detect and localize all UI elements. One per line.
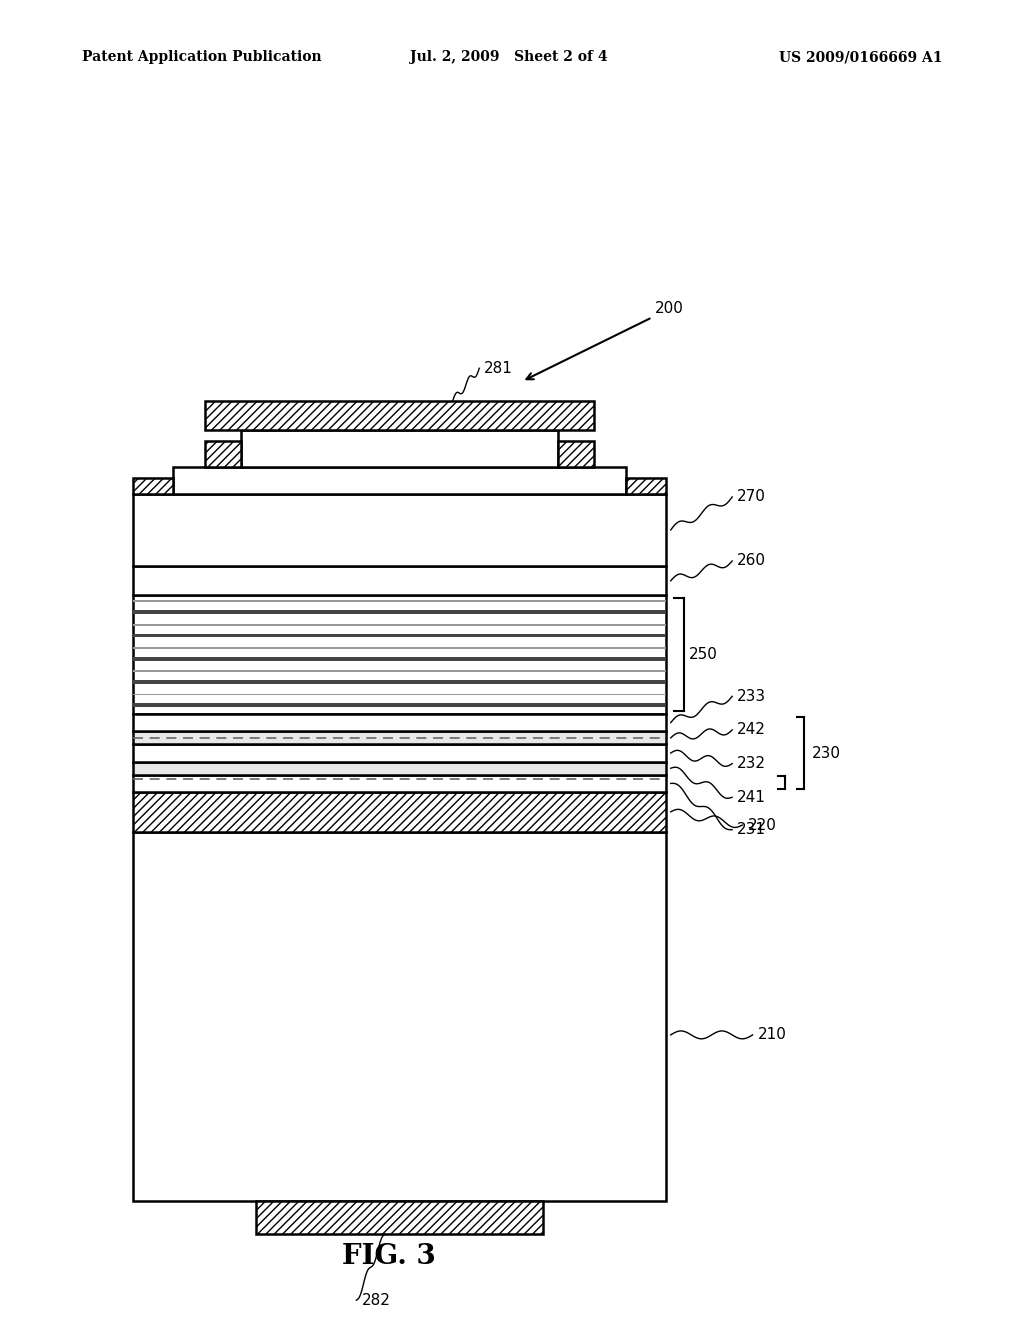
Bar (133, 657, 666, 660)
Text: 281: 281 (484, 360, 513, 376)
Bar (133, 601, 666, 602)
Bar (558, 441, 594, 467)
Bar (133, 595, 666, 714)
Text: 230: 230 (812, 746, 841, 760)
Text: 231: 231 (737, 822, 766, 837)
Bar (133, 478, 172, 494)
Bar (133, 731, 666, 744)
Bar (241, 430, 558, 467)
Bar (133, 566, 666, 595)
Bar (205, 441, 241, 467)
Bar (133, 744, 666, 762)
Bar (133, 680, 666, 684)
Bar (133, 704, 666, 708)
Bar (133, 762, 666, 775)
Bar (627, 478, 666, 494)
Text: Patent Application Publication: Patent Application Publication (82, 50, 322, 65)
Bar (133, 671, 666, 672)
Bar (256, 1201, 543, 1234)
Text: 241: 241 (737, 789, 766, 805)
Bar (133, 623, 666, 626)
Bar (172, 467, 627, 494)
Bar (133, 693, 666, 696)
Bar (133, 832, 666, 1201)
Bar (133, 494, 666, 566)
Bar (133, 647, 666, 649)
Text: 282: 282 (361, 1292, 390, 1308)
Text: 233: 233 (737, 689, 766, 704)
Text: 242: 242 (737, 722, 766, 738)
Text: Jul. 2, 2009   Sheet 2 of 4: Jul. 2, 2009 Sheet 2 of 4 (410, 50, 607, 65)
Bar (133, 792, 666, 832)
Text: 232: 232 (737, 756, 766, 771)
Text: US 2009/0166669 A1: US 2009/0166669 A1 (778, 50, 942, 65)
Text: 200: 200 (526, 301, 684, 379)
Bar (133, 775, 666, 792)
Bar (133, 714, 666, 731)
Bar (133, 610, 666, 614)
Text: 270: 270 (737, 490, 766, 504)
Text: 210: 210 (758, 1027, 786, 1043)
Text: FIG. 3: FIG. 3 (342, 1243, 436, 1270)
Bar (133, 634, 666, 638)
Text: 220: 220 (748, 817, 776, 833)
Text: 260: 260 (737, 553, 766, 569)
Bar (205, 401, 594, 430)
Text: 250: 250 (689, 647, 718, 663)
